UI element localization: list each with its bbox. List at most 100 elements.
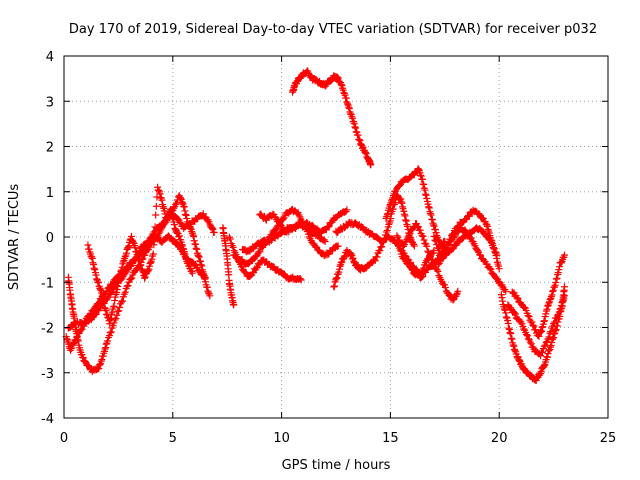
- y-tick-label: 1: [46, 186, 54, 201]
- data-point: [180, 247, 188, 255]
- data-point: [419, 272, 427, 280]
- data-point: [325, 222, 333, 230]
- data-point: [226, 235, 234, 243]
- data-point: [324, 223, 332, 231]
- data-point: [110, 302, 118, 310]
- data-point: [510, 342, 518, 350]
- data-point: [225, 233, 233, 241]
- data-point: [279, 215, 287, 223]
- data-point: [152, 202, 160, 210]
- data-point: [557, 305, 565, 313]
- data-point: [343, 206, 351, 214]
- data-point: [102, 340, 110, 348]
- y-tick-label: -4: [41, 412, 54, 427]
- data-point: [356, 137, 364, 145]
- data-point: [410, 224, 418, 232]
- data-point: [100, 299, 108, 307]
- data-point: [199, 210, 207, 218]
- data-point: [514, 294, 522, 302]
- data-point: [334, 73, 342, 81]
- series-arc-4: [84, 183, 196, 328]
- data-point: [337, 81, 345, 89]
- data-point: [349, 254, 357, 262]
- data-point: [545, 333, 553, 341]
- data-point: [495, 265, 503, 273]
- x-tick-label: 10: [273, 431, 290, 446]
- data-point: [188, 228, 196, 236]
- data-point: [532, 326, 540, 334]
- data-point: [520, 325, 528, 333]
- data-point: [538, 348, 546, 356]
- data-point: [149, 250, 157, 258]
- data-point: [166, 208, 174, 216]
- data-point: [90, 261, 98, 269]
- data-point: [103, 295, 111, 303]
- series-arc-5: [219, 224, 238, 309]
- x-axis-ticks: 0 5 10 15 20 25: [60, 56, 616, 446]
- data-point: [188, 269, 196, 277]
- data-point: [136, 261, 144, 269]
- data-point: [88, 255, 96, 263]
- data-point: [121, 253, 129, 261]
- series-arc-20: [508, 251, 568, 340]
- data-point: [398, 199, 406, 207]
- data-point: [103, 287, 111, 295]
- data-point: [118, 263, 126, 271]
- data-point: [433, 241, 441, 249]
- data-point: [124, 281, 132, 289]
- data-point: [547, 292, 555, 300]
- data-point: [430, 221, 438, 229]
- data-point: [425, 203, 433, 211]
- data-point: [545, 347, 553, 355]
- data-point: [552, 279, 560, 287]
- data-point: [106, 315, 114, 323]
- data-point: [523, 331, 531, 339]
- data-point: [195, 252, 203, 260]
- data-point: [148, 255, 156, 263]
- data-point: [552, 326, 560, 334]
- data-point: [419, 232, 427, 240]
- data-point: [426, 252, 434, 260]
- chart-title: Day 170 of 2019, Sidereal Day-to-day VTE…: [69, 22, 597, 37]
- data-point: [487, 265, 495, 273]
- data-point: [230, 301, 238, 309]
- series-arc-19: [504, 292, 568, 360]
- data-point: [441, 284, 449, 292]
- data-point: [179, 245, 187, 253]
- data-point: [523, 332, 531, 340]
- data-point: [90, 264, 98, 272]
- data-point: [348, 113, 356, 121]
- data-point: [417, 171, 425, 179]
- data-point: [508, 335, 516, 343]
- data-point: [332, 275, 340, 283]
- data-point: [554, 269, 562, 277]
- x-tick-label: 25: [600, 431, 617, 446]
- data-point: [506, 328, 514, 336]
- data-point: [427, 211, 435, 219]
- data-point: [560, 283, 568, 291]
- data-point: [547, 341, 555, 349]
- series-arc-12: [332, 218, 438, 278]
- data-point: [420, 236, 428, 244]
- data-point: [543, 305, 551, 313]
- data-point: [421, 186, 429, 194]
- data-point: [81, 357, 89, 365]
- data-point: [193, 245, 201, 253]
- data-point: [123, 282, 131, 290]
- data-point: [128, 274, 136, 282]
- data-point: [98, 356, 106, 364]
- data-point: [183, 215, 191, 223]
- data-point: [382, 228, 390, 236]
- data-point: [136, 257, 144, 265]
- series-arc-1: [64, 192, 214, 376]
- data-point: [373, 253, 381, 261]
- data-point: [182, 211, 190, 219]
- x-tick-label: 0: [60, 431, 68, 446]
- data-point: [203, 283, 211, 291]
- data-point: [191, 240, 199, 248]
- data-point: [156, 190, 164, 198]
- data-point: [537, 327, 545, 335]
- data-point: [334, 74, 342, 82]
- data-point: [493, 258, 501, 266]
